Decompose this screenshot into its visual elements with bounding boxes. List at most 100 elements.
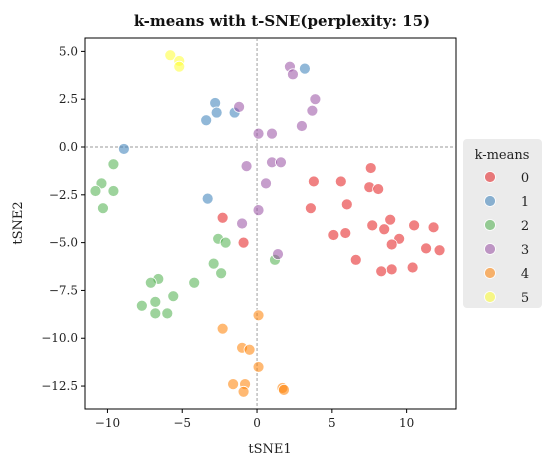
point-cluster-2 (97, 202, 109, 215)
chart-title: k-means with t-SNE(perplexity: 15) (134, 12, 430, 30)
point-cluster-0 (406, 261, 419, 274)
legend-items: 0 1 2 3 4 5 (484, 171, 529, 306)
point-cluster-2 (149, 296, 162, 308)
point-cluster-4 (243, 343, 256, 356)
x-tick-label: 0 (253, 416, 261, 430)
y-tick-label: −7.5 (49, 283, 78, 297)
legend-marker-3 (484, 243, 496, 255)
point-cluster-2 (219, 236, 232, 249)
legend-marker-4 (484, 267, 496, 279)
y-tick-label: 2.5 (59, 92, 78, 106)
x-tick-label: −5 (173, 416, 191, 430)
point-cluster-3 (233, 100, 245, 113)
legend-label-3: 3 (521, 243, 529, 258)
plot-area (84, 37, 457, 410)
point-cluster-0 (334, 175, 347, 188)
legend: k-means 0 1 2 3 4 5 (463, 139, 542, 308)
y-tick-label: −5.0 (49, 236, 78, 250)
point-cluster-5 (164, 49, 177, 62)
point-cluster-0 (216, 211, 229, 224)
point-cluster-3 (272, 248, 284, 260)
point-cluster-0 (237, 236, 250, 249)
y-tick-label: −10.0 (41, 331, 78, 345)
x-axis-ticks: −10 −5 0 5 10 (95, 409, 414, 430)
point-cluster-3 (252, 204, 265, 217)
point-cluster-4 (278, 383, 290, 396)
point-cluster-2 (135, 299, 148, 312)
point-cluster-4 (216, 322, 229, 335)
y-tick-label: 5.0 (59, 44, 78, 58)
point-cluster-1 (299, 62, 311, 75)
point-cluster-3 (240, 160, 253, 173)
legend-title: k-means (475, 148, 530, 163)
y-axis-ticks: 5.0 2.5 0.0 −2.5 −5.0 −7.5 −10.0 −12.5 (41, 44, 85, 393)
point-cluster-3 (287, 68, 299, 81)
point-cluster-0 (366, 219, 379, 232)
point-cluster-3 (309, 93, 322, 106)
legend-label-5: 5 (521, 291, 529, 306)
legend-label-0: 0 (521, 171, 529, 186)
point-cluster-5 (173, 60, 186, 73)
point-cluster-2 (207, 257, 220, 270)
point-cluster-0 (384, 213, 397, 226)
point-cluster-0 (304, 202, 317, 215)
point-cluster-2 (107, 158, 120, 171)
point-cluster-0 (427, 221, 440, 234)
point-cluster-0 (340, 198, 353, 211)
point-cluster-1 (210, 106, 223, 119)
point-cluster-4 (237, 385, 250, 398)
point-cluster-3 (236, 217, 248, 230)
point-cluster-1 (200, 114, 213, 127)
point-cluster-2 (167, 290, 180, 303)
point-cluster-0 (339, 227, 352, 239)
point-cluster-2 (149, 307, 162, 320)
point-cluster-4 (252, 309, 265, 322)
point-cluster-0 (408, 219, 421, 232)
point-cluster-3 (260, 177, 272, 190)
point-cluster-0 (385, 238, 398, 251)
point-cluster-3 (306, 104, 319, 117)
point-cluster-3 (275, 156, 287, 169)
point-cluster-2 (215, 267, 228, 280)
legend-marker-2 (484, 219, 496, 231)
point-cluster-0 (420, 242, 432, 255)
data-points (89, 49, 446, 398)
point-cluster-0 (385, 263, 398, 276)
point-cluster-1 (209, 97, 222, 109)
legend-label-1: 1 (521, 195, 529, 210)
legend-box (463, 139, 542, 308)
x-axis-label: tSNE1 (248, 442, 291, 457)
legend-marker-5 (484, 291, 496, 303)
x-tick-label: −10 (95, 416, 120, 430)
point-cluster-2 (144, 276, 157, 289)
point-cluster-1 (201, 192, 214, 205)
y-tick-label: −2.5 (49, 188, 78, 202)
point-cluster-3 (252, 127, 265, 140)
point-cluster-0 (375, 265, 388, 278)
point-cluster-2 (188, 276, 201, 289)
reference-lines (85, 38, 456, 409)
point-cluster-2 (89, 185, 102, 197)
point-cluster-0 (378, 223, 391, 236)
legend-label-2: 2 (521, 219, 529, 234)
point-cluster-4 (252, 361, 265, 373)
point-cluster-3 (296, 120, 308, 132)
point-cluster-0 (372, 183, 385, 195)
y-tick-label: 0.0 (59, 140, 78, 154)
point-cluster-0 (349, 253, 362, 266)
point-cluster-2 (161, 307, 174, 320)
point-cluster-0 (364, 162, 377, 174)
legend-marker-1 (484, 195, 496, 207)
point-cluster-0 (433, 244, 446, 257)
legend-label-4: 4 (521, 267, 529, 282)
y-tick-label: −12.5 (41, 379, 78, 393)
x-tick-label: 10 (399, 416, 414, 430)
point-cluster-0 (327, 229, 340, 241)
point-cluster-1 (117, 143, 130, 155)
point-cluster-2 (107, 185, 120, 197)
point-cluster-0 (307, 175, 320, 188)
point-cluster-3 (266, 127, 278, 140)
legend-marker-0 (484, 171, 496, 183)
y-axis-label: tSNE2 (11, 201, 26, 244)
